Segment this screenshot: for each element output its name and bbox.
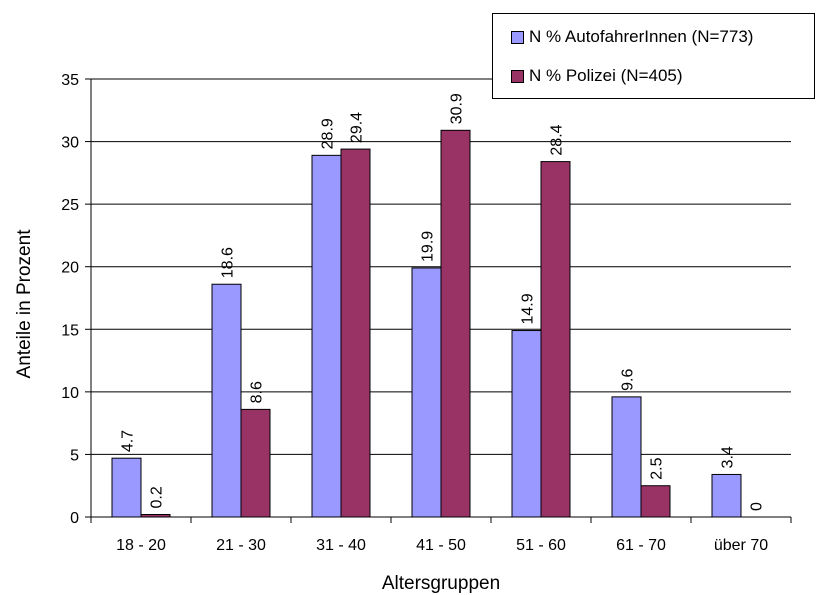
y-tick-label: 30: [61, 135, 79, 152]
bar-autofahrer: [711, 473, 742, 518]
data-label: 4.7: [120, 430, 137, 452]
bar-polizei: [240, 408, 271, 518]
data-label: 29.4: [349, 112, 366, 143]
legend: N % AutofahrerInnen (N=773) N % Polizei …: [492, 13, 815, 99]
x-tick-label: 18 - 20: [116, 537, 166, 554]
legend-swatch-autofahrer: [511, 30, 524, 44]
legend-item-autofahrer: N % AutofahrerInnen (N=773): [511, 27, 753, 47]
data-label: 30.9: [449, 93, 466, 124]
x-tick-label: 51 - 60: [516, 537, 566, 554]
legend-label-polizei: N % Polizei (N=405): [529, 66, 683, 85]
x-tick-label: 31 - 40: [316, 537, 366, 554]
bar-autofahrer: [111, 457, 142, 518]
bar-autofahrer: [611, 396, 642, 518]
bar-polizei: [640, 485, 671, 518]
bar-polizei: [440, 129, 471, 518]
data-label: 18.6: [220, 247, 237, 278]
x-tick-label: über 70: [714, 537, 768, 554]
data-label: 0: [749, 502, 766, 511]
data-label: 19.9: [420, 231, 437, 262]
x-axis-label: Altersgruppen: [382, 573, 500, 594]
x-tick-label: 61 - 70: [616, 537, 666, 554]
bar-polizei: [540, 161, 571, 518]
bars: [111, 129, 742, 518]
y-tick-label: 25: [61, 197, 79, 214]
y-tick-label: 15: [61, 322, 79, 339]
y-tick-label: 20: [61, 260, 79, 277]
bar-autofahrer: [311, 154, 342, 518]
data-label: 2.5: [649, 457, 666, 479]
x-tick-label: 21 - 30: [216, 537, 266, 554]
data-label: 3.4: [720, 446, 737, 468]
legend-label-autofahrer: N % AutofahrerInnen (N=773): [529, 27, 754, 46]
data-label: 28.9: [320, 118, 337, 149]
legend-swatch-polizei: [511, 69, 524, 83]
data-label: 14.9: [520, 293, 537, 324]
data-labels: 4.7 18.6 28.9 19.9 14.9 9.6 3.4 0.2 8.6 29.4 30.9 2…: [120, 93, 766, 511]
y-tick-label: 35: [61, 72, 79, 89]
y-tick-label: 5: [70, 447, 79, 464]
bar-polizei: [340, 148, 371, 518]
legend-item-polizei: N % Polizei (N=405): [511, 66, 683, 86]
data-label: 9.6: [620, 369, 637, 391]
axes: 0 5 10 15 20 25 30 35 18 - 20 21 - 30 31 - 40 41 - …: [61, 72, 792, 554]
x-tick-label: 41 - 50: [416, 537, 466, 554]
data-label: 0.2: [149, 486, 166, 508]
data-label: 28.4: [549, 124, 566, 155]
bar-autofahrer: [211, 283, 242, 518]
bar-autofahrer: [511, 330, 542, 518]
y-axis-label: Anteile in Prozent: [14, 229, 35, 379]
data-label: 8.6: [249, 381, 266, 403]
y-tick-label: 10: [61, 385, 79, 402]
y-tick-label: 0: [70, 510, 79, 527]
bar-autofahrer: [411, 267, 442, 518]
